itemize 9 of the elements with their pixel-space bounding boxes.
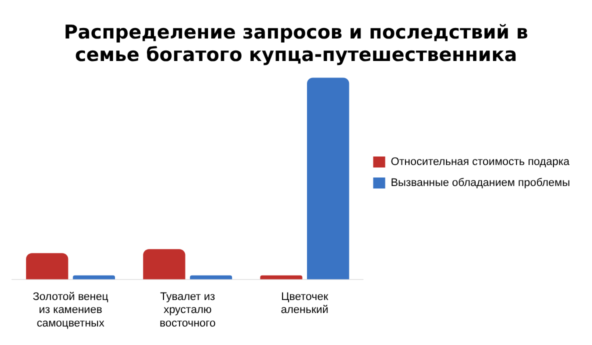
bar [143, 249, 186, 280]
legend-label: Относительная стоимость подарка [390, 156, 570, 168]
x-tick-label: Тувалет из хрусталю восточного [160, 291, 216, 330]
chart-title: Распределение запросов и последствий в семье богатого купца-путешественника [64, 21, 528, 66]
legend-label: Вызванные обладанием проблемы [390, 177, 570, 190]
x-tick-label: Золотой венец из камениев самоцветных [32, 291, 109, 330]
bar [307, 78, 350, 280]
bar [26, 253, 68, 280]
x-tick-label: Цветочек аленький [280, 291, 328, 316]
